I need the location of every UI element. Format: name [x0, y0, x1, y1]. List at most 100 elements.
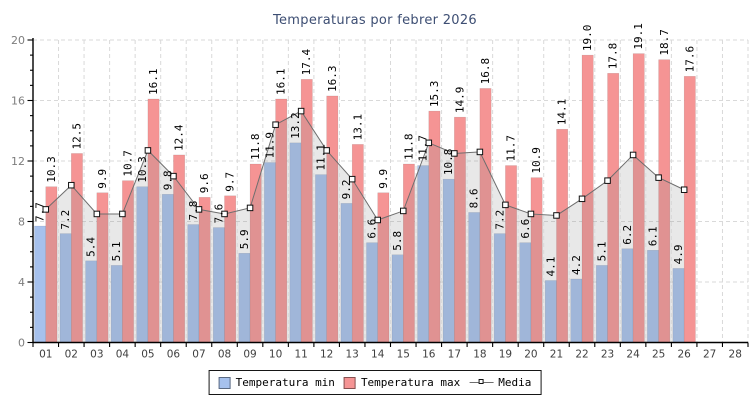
media-marker-day-15 [400, 207, 407, 215]
x-gridlines [58, 40, 749, 343]
media-marker-day-17 [451, 150, 458, 157]
svg-text:7.8: 7.8 [187, 201, 200, 221]
min-swatch-icon [218, 376, 231, 389]
max-swatch-icon [343, 376, 356, 389]
svg-text:28: 28 [729, 349, 742, 361]
svg-text:25: 25 [652, 349, 665, 361]
media-marker-day-24 [629, 151, 637, 159]
legend-min-label: Temperatura min [235, 376, 335, 389]
svg-text:11.8: 11.8 [249, 134, 262, 161]
svg-text:9.9: 9.9 [96, 169, 109, 189]
media-marker-day-01 [42, 206, 50, 213]
svg-text:16.8: 16.8 [479, 58, 492, 84]
svg-text:11.1: 11.1 [315, 144, 328, 171]
svg-text:9.6: 9.6 [198, 173, 211, 193]
svg-text:13.2: 13.2 [289, 112, 302, 139]
legend: Temperatura min Temperatura max Media [208, 370, 542, 395]
svg-text:17: 17 [448, 349, 461, 361]
svg-text:18: 18 [473, 349, 486, 361]
svg-text:11.9: 11.9 [263, 132, 276, 159]
svg-text:6.6: 6.6 [519, 219, 532, 239]
media-area [45, 111, 685, 343]
media-marker-day-02 [68, 181, 75, 189]
svg-text:8: 8 [18, 216, 25, 229]
svg-text:5.8: 5.8 [391, 231, 404, 251]
svg-text:11: 11 [294, 349, 307, 361]
media-marker-day-12 [323, 147, 330, 154]
svg-text:19: 19 [499, 349, 512, 361]
svg-text:20: 20 [11, 34, 25, 47]
media-marker-day-22 [578, 195, 586, 203]
media-marker-day-18 [476, 148, 484, 156]
svg-text:09: 09 [243, 349, 256, 361]
svg-text:06: 06 [167, 349, 181, 361]
bars-group [34, 53, 696, 343]
svg-text:7.2: 7.2 [59, 210, 72, 230]
svg-text:07: 07 [192, 349, 205, 361]
legend-media-label: Media [498, 376, 532, 389]
svg-text:9.8: 9.8 [161, 170, 174, 190]
media-marker-day-10 [272, 121, 279, 128]
svg-text:8.6: 8.6 [468, 189, 481, 209]
min-bar-day-01 [34, 225, 47, 343]
svg-text:12.5: 12.5 [70, 123, 83, 150]
media-marker-day-04 [119, 210, 126, 218]
svg-text:05: 05 [141, 349, 154, 361]
max-bar-day-26 [683, 76, 696, 343]
media-marker-day-11 [297, 107, 305, 115]
svg-text:4: 4 [18, 276, 25, 289]
svg-text:01: 01 [39, 349, 52, 361]
svg-text:16: 16 [422, 349, 436, 361]
media-markers [42, 107, 688, 224]
svg-text:10.7: 10.7 [122, 150, 135, 177]
media-marker-day-05 [144, 147, 152, 154]
svg-text:23: 23 [601, 349, 614, 361]
svg-text:14: 14 [371, 349, 385, 361]
svg-text:12.4: 12.4 [173, 124, 186, 151]
svg-text:26: 26 [677, 349, 691, 361]
media-marker-day-19 [502, 201, 509, 209]
svg-text:4.2: 4.2 [570, 255, 583, 275]
legend-max-label: Temperatura max [360, 376, 461, 389]
svg-text:7.7: 7.7 [34, 202, 47, 222]
media-marker-day-06 [170, 172, 177, 180]
svg-text:15.3: 15.3 [428, 81, 441, 108]
svg-text:03: 03 [90, 349, 103, 361]
page-title: Temperaturas por febrer 2026 [272, 13, 478, 28]
svg-text:16.1: 16.1 [275, 68, 288, 95]
svg-text:21: 21 [550, 349, 563, 361]
svg-text:08: 08 [218, 349, 231, 361]
media-line [45, 110, 685, 221]
svg-text:10.8: 10.8 [442, 149, 455, 176]
media-marker-day-13 [348, 175, 356, 183]
svg-text:9.9: 9.9 [377, 169, 390, 189]
svg-text:9.2: 9.2 [340, 179, 353, 199]
svg-text:12: 12 [320, 349, 333, 361]
svg-text:22: 22 [575, 349, 588, 361]
media-marker-day-07 [195, 206, 203, 213]
svg-text:13.1: 13.1 [351, 114, 364, 141]
svg-text:10.9: 10.9 [530, 147, 543, 174]
svg-text:16: 16 [11, 95, 25, 108]
svg-text:14.1: 14.1 [556, 99, 569, 126]
svg-text:16.3: 16.3 [326, 65, 339, 92]
svg-text:9.7: 9.7 [224, 172, 237, 192]
media-marker-day-26 [680, 186, 688, 193]
svg-text:20: 20 [524, 349, 537, 361]
svg-text:5.1: 5.1 [595, 241, 608, 261]
media-marker-day-09 [246, 204, 254, 212]
svg-text:6.6: 6.6 [366, 219, 379, 239]
media-marker-day-16 [425, 139, 433, 147]
svg-text:4.9: 4.9 [672, 245, 685, 265]
svg-text:4.1: 4.1 [544, 257, 557, 277]
svg-text:7.2: 7.2 [493, 210, 506, 230]
svg-text:10: 10 [269, 349, 282, 361]
legend-item-max: Temperatura max [343, 376, 461, 389]
svg-text:18.7: 18.7 [658, 29, 671, 56]
svg-text:5.4: 5.4 [85, 237, 98, 257]
svg-text:10.3: 10.3 [45, 156, 58, 183]
axes [27, 38, 749, 347]
svg-text:6.1: 6.1 [646, 226, 659, 246]
